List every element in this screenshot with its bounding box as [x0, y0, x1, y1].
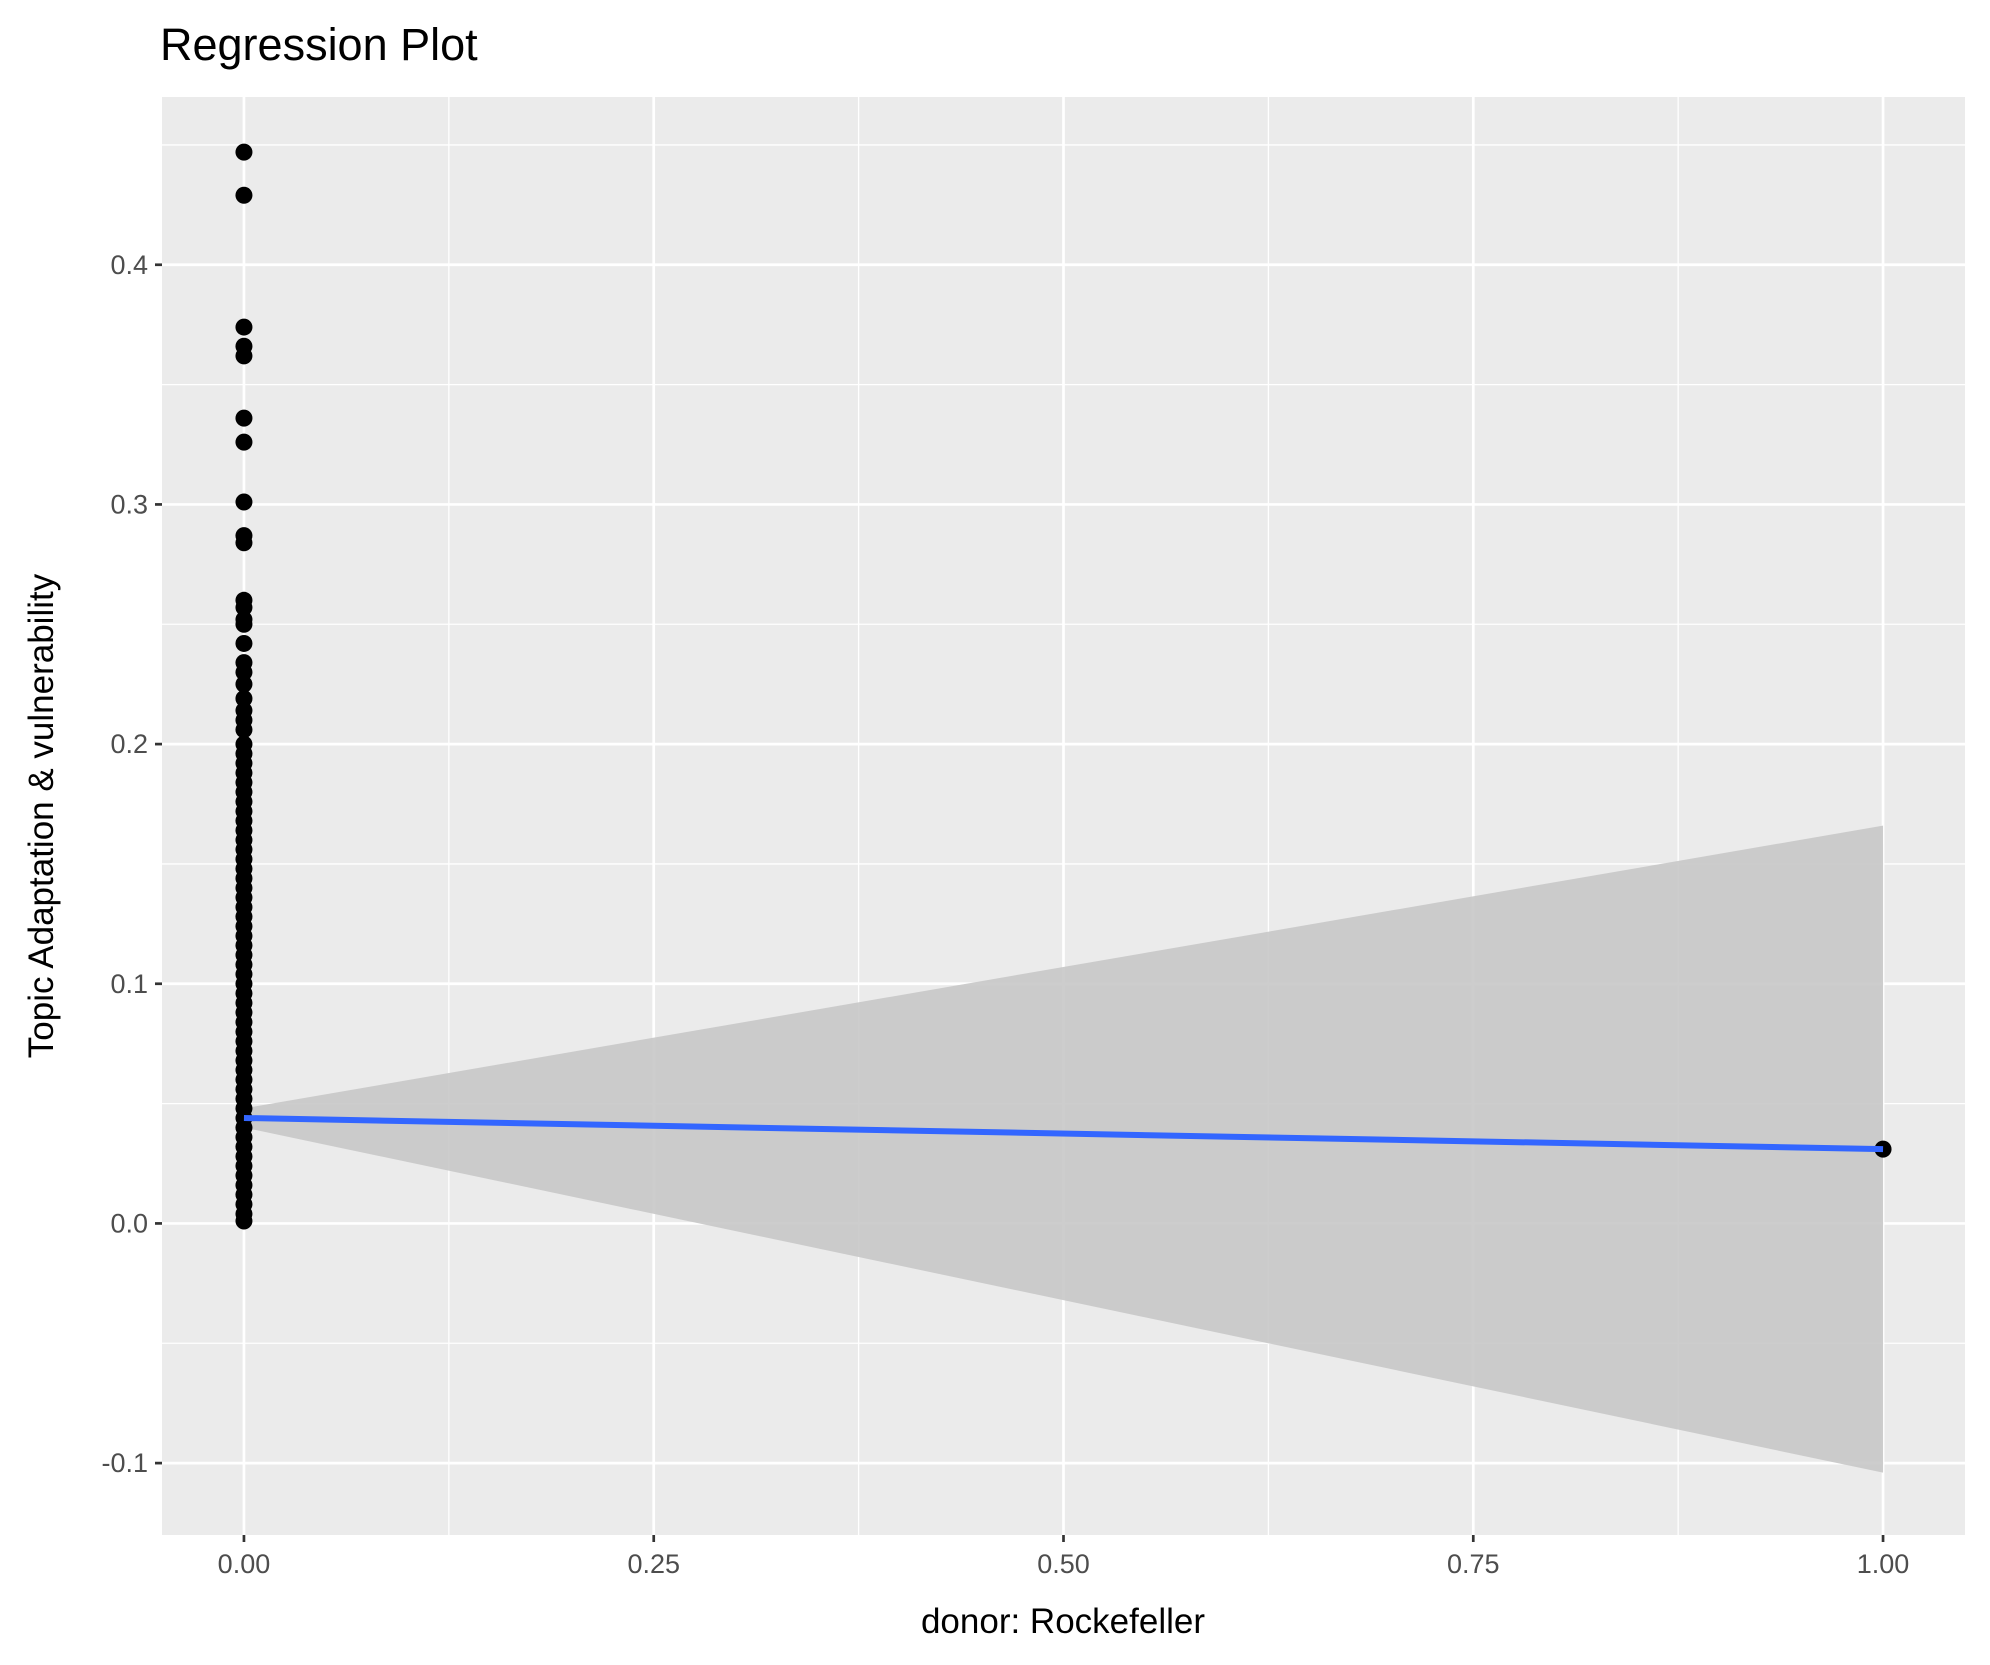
data-point — [235, 493, 253, 511]
data-point — [235, 409, 253, 427]
x-tick-label: 0.25 — [627, 1549, 680, 1579]
points-layer — [235, 143, 1892, 1230]
data-point — [235, 598, 253, 616]
data-point — [235, 534, 253, 552]
data-point — [235, 433, 253, 451]
y-tick-label: 0.2 — [110, 729, 148, 759]
x-tick-label: 0.00 — [218, 1549, 271, 1579]
data-point — [235, 186, 253, 204]
y-tick-label: 0.3 — [110, 489, 148, 519]
axes: 0.00 0.25 0.50 0.75 1.00 -0.1 0.0 0.1 0.2 0.3 0.4 — [101, 250, 1909, 1579]
data-point — [235, 318, 253, 336]
data-point — [235, 690, 253, 708]
confidence-band — [243, 825, 1884, 1473]
data-point — [235, 347, 253, 365]
y-axis-title: Topic Adaptation & vulnerability — [22, 573, 61, 1058]
data-point — [235, 721, 253, 739]
y-tick-label: -0.1 — [101, 1448, 148, 1478]
x-tick-label: 1.00 — [1857, 1549, 1910, 1579]
y-tick-label: 0.1 — [110, 969, 148, 999]
data-point — [235, 675, 253, 693]
chart-title: Regression Plot — [160, 19, 478, 70]
confidence-band-layer — [243, 825, 1884, 1473]
data-point — [235, 143, 253, 161]
y-tick-label: 0.0 — [110, 1208, 148, 1238]
x-axis-title: donor: Rockefeller — [921, 1602, 1205, 1641]
data-point — [235, 615, 253, 633]
data-point — [235, 663, 253, 681]
data-point — [235, 634, 253, 652]
fit-line-layer — [243, 1114, 1884, 1153]
data-point — [235, 1212, 253, 1230]
regression-line — [243, 1114, 1884, 1153]
x-tick-label: 0.75 — [1447, 1549, 1500, 1579]
y-tick-label: 0.4 — [110, 250, 148, 280]
x-tick-label: 0.50 — [1037, 1549, 1090, 1579]
